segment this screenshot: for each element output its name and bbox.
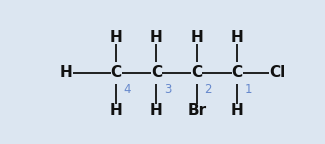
Text: C: C (151, 65, 162, 80)
Text: C: C (191, 65, 202, 80)
Text: H: H (150, 103, 163, 118)
Text: C: C (111, 65, 122, 80)
Text: 4: 4 (124, 83, 131, 96)
Text: H: H (110, 30, 123, 45)
Text: C: C (231, 65, 243, 80)
Text: Cl: Cl (269, 65, 285, 80)
Text: 1: 1 (245, 83, 252, 96)
Text: H: H (59, 65, 72, 80)
Text: 3: 3 (164, 83, 171, 96)
Text: H: H (150, 30, 163, 45)
Text: 2: 2 (204, 83, 212, 96)
Text: H: H (231, 30, 243, 45)
Text: H: H (110, 103, 123, 118)
Text: H: H (231, 103, 243, 118)
Text: H: H (190, 30, 203, 45)
Text: Br: Br (187, 103, 206, 118)
